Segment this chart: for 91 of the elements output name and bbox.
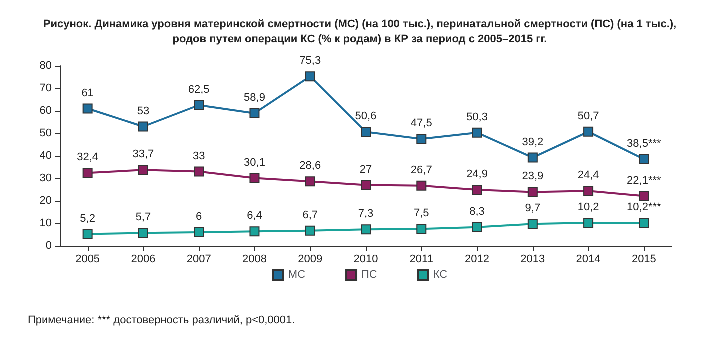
x-tick-label: 2005 bbox=[76, 254, 100, 266]
point bbox=[82, 104, 93, 114]
point bbox=[361, 127, 371, 138]
point bbox=[250, 108, 260, 118]
data-label: 8,3 bbox=[470, 206, 485, 218]
data-label: 7,5 bbox=[414, 208, 430, 220]
data-label: 22,1*** bbox=[627, 174, 662, 187]
point bbox=[250, 173, 260, 184]
data-label: 5,2 bbox=[80, 212, 96, 225]
data-label: 62,5 bbox=[188, 84, 210, 96]
data-label: 9,7 bbox=[525, 202, 541, 215]
point bbox=[194, 100, 204, 110]
data-label: 50,3 bbox=[466, 111, 488, 124]
data-label: 75,3 bbox=[300, 55, 322, 68]
data-label: 47,5 bbox=[410, 118, 432, 130]
point bbox=[305, 72, 316, 82]
chart-title: Рисунок. Динамика уровня материнской смертности (МС) (на 100 тыс.), перинатальной смертности (ПС) (на 1 тыс.), родов путем операции КС (% к родам) в КР за период с 2005–2015 гг. bbox=[43, 18, 677, 46]
x-tick-label: 2013 bbox=[520, 254, 546, 266]
y-tick-label: 20 bbox=[40, 195, 52, 207]
point bbox=[584, 126, 594, 137]
data-label: 50,6 bbox=[355, 110, 377, 123]
point bbox=[584, 218, 594, 228]
x-tick-label: 2015 bbox=[632, 254, 656, 266]
x-tick-label: 2007 bbox=[186, 254, 212, 266]
data-label: 32,4 bbox=[77, 152, 99, 164]
point bbox=[305, 176, 316, 187]
data-label: 30,1 bbox=[244, 156, 266, 169]
x-tick-label: 2012 bbox=[465, 254, 490, 266]
data-label: 10,2*** bbox=[627, 202, 662, 214]
y-tick-label: 50 bbox=[40, 128, 52, 140]
data-label: 38,5*** bbox=[627, 138, 662, 150]
text: Примечание: *** достоверность различий, p<0,0001. bbox=[28, 314, 296, 326]
data-label: 5,7 bbox=[136, 212, 152, 224]
point bbox=[138, 122, 148, 132]
data-label: 27 bbox=[360, 164, 372, 176]
data-label: 7,3 bbox=[358, 208, 374, 220]
point bbox=[82, 229, 93, 240]
point bbox=[250, 226, 260, 237]
legend-label: ПС bbox=[362, 269, 378, 281]
data-label: 61 bbox=[82, 87, 94, 100]
data-label: 6,7 bbox=[302, 209, 318, 222]
x-tick-label: 2011 bbox=[410, 254, 434, 266]
data-label: 58,9 bbox=[244, 92, 266, 104]
data-label: 23,9 bbox=[522, 170, 544, 183]
x-tick-label: 2008 bbox=[242, 254, 267, 266]
x-tick-label: 2009 bbox=[298, 254, 323, 266]
point bbox=[472, 184, 482, 195]
y-tick-label: 10 bbox=[40, 218, 52, 230]
x-tick-label: 2006 bbox=[131, 254, 156, 266]
data-label: 33,7 bbox=[132, 148, 154, 161]
data-label: 6 bbox=[196, 211, 202, 223]
x-tick-label: 2010 bbox=[354, 254, 378, 266]
point bbox=[639, 154, 650, 164]
data-label: 6,4 bbox=[247, 210, 262, 222]
point bbox=[416, 134, 427, 144]
y-tick-label: 60 bbox=[40, 105, 52, 117]
point bbox=[138, 165, 148, 176]
x-tick-label: 2014 bbox=[576, 254, 601, 266]
data-label: 53 bbox=[137, 105, 150, 118]
legend-label: КС bbox=[433, 269, 448, 281]
point bbox=[639, 191, 650, 202]
y-tick-label: 40 bbox=[40, 150, 52, 162]
point bbox=[584, 186, 594, 196]
point bbox=[361, 180, 371, 190]
y-tick-label: 0 bbox=[46, 240, 52, 252]
point bbox=[361, 224, 371, 235]
point bbox=[472, 128, 482, 138]
point bbox=[416, 180, 427, 191]
data-label: 39,2 bbox=[522, 136, 544, 148]
data-label: 28,6 bbox=[300, 160, 322, 172]
point bbox=[194, 166, 204, 177]
data-label: 10,2 bbox=[578, 202, 600, 214]
point bbox=[528, 219, 538, 230]
point bbox=[194, 228, 204, 238]
y-tick-label: 70 bbox=[40, 82, 52, 94]
point bbox=[528, 152, 538, 163]
data-label: 26,7 bbox=[410, 164, 432, 176]
y-tick-label: 80 bbox=[40, 60, 52, 72]
point bbox=[138, 228, 148, 238]
point bbox=[528, 187, 538, 198]
point bbox=[472, 222, 482, 232]
data-label: 50,7 bbox=[578, 110, 600, 122]
point bbox=[639, 218, 650, 228]
point bbox=[82, 168, 93, 178]
point bbox=[305, 226, 316, 236]
data-label: 24,4 bbox=[578, 170, 600, 182]
data-label: 33 bbox=[192, 150, 206, 162]
legend-label: МС bbox=[288, 269, 306, 281]
data-label: 24,9 bbox=[466, 168, 488, 180]
point bbox=[416, 224, 427, 234]
y-tick-label: 30 bbox=[40, 172, 52, 184]
